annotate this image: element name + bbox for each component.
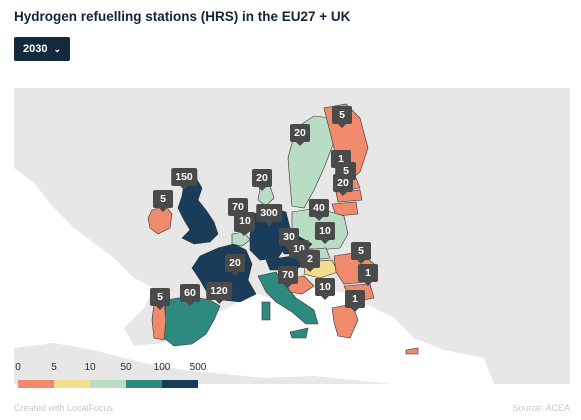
europe-map[interactable]: 5 20 1 5 20 150 5 20 70 10 300 40 30 10 … (14, 88, 570, 384)
legend-swatch-0-5 (18, 380, 54, 388)
legend-tick-50: 50 (120, 362, 132, 373)
value-badge-romania: 5 (351, 242, 371, 260)
legend-swatch-5-10 (54, 380, 90, 388)
legend-swatch-10-50 (90, 380, 126, 388)
value-badge-slovakia: 10 (315, 222, 335, 240)
value-badge-bulgaria: 1 (345, 290, 365, 308)
legend-tick-5: 5 (51, 362, 57, 373)
chart-title: Hydrogen refuelling stations (HRS) in th… (14, 9, 351, 24)
east-background (369, 98, 570, 338)
color-legend: 0 5 10 50 100 500 (14, 362, 207, 392)
legend-tick-0: 0 (15, 362, 21, 373)
source-note: Source: ACEA (512, 403, 570, 413)
country-united-kingdom[interactable] (177, 177, 219, 245)
africa-background (14, 343, 394, 384)
value-badge-germany: 300 (256, 204, 282, 222)
value-badge-hungary: 2 (300, 250, 320, 268)
legend-swatch-50-100 (126, 380, 162, 388)
country-italy-sicily[interactable] (289, 327, 309, 339)
year-dropdown[interactable]: 2030 ⌄ (14, 37, 70, 61)
value-badge-lithuania: 20 (333, 174, 353, 192)
chevron-down-icon: ⌄ (53, 43, 61, 54)
year-dropdown-value: 2030 (23, 43, 48, 55)
legend-tick-100: 100 (153, 362, 171, 373)
legend-tick-500: 500 (189, 362, 207, 373)
country-cyprus[interactable] (405, 347, 419, 355)
credit-link[interactable]: Created with LocalFocus (14, 403, 114, 413)
value-badge-spain: 60 (180, 284, 200, 302)
value-badge-switzerland-region: 120 (206, 282, 232, 300)
value-badge-poland: 40 (309, 199, 329, 217)
value-badge-france: 20 (225, 254, 245, 272)
value-badge-italy: 70 (278, 266, 298, 284)
legend-swatch-100-500 (162, 380, 198, 388)
value-badge-moldova-region: 1 (358, 264, 378, 282)
country-italy-sardinia[interactable] (261, 301, 271, 321)
value-badge-united-kingdom: 150 (171, 168, 197, 186)
country-lithuania[interactable] (331, 201, 359, 217)
legend-color-bar (18, 380, 198, 388)
value-badge-portugal: 5 (150, 288, 170, 306)
value-badge-sweden: 20 (290, 124, 310, 142)
value-badge-finland: 5 (332, 106, 352, 124)
value-badge-denmark: 20 (252, 169, 272, 187)
legend-tick-10: 10 (84, 362, 96, 373)
value-badge-croatia: 10 (315, 278, 335, 296)
value-badge-slovenia: 10 (235, 212, 255, 230)
value-badge-ireland: 5 (153, 190, 173, 208)
